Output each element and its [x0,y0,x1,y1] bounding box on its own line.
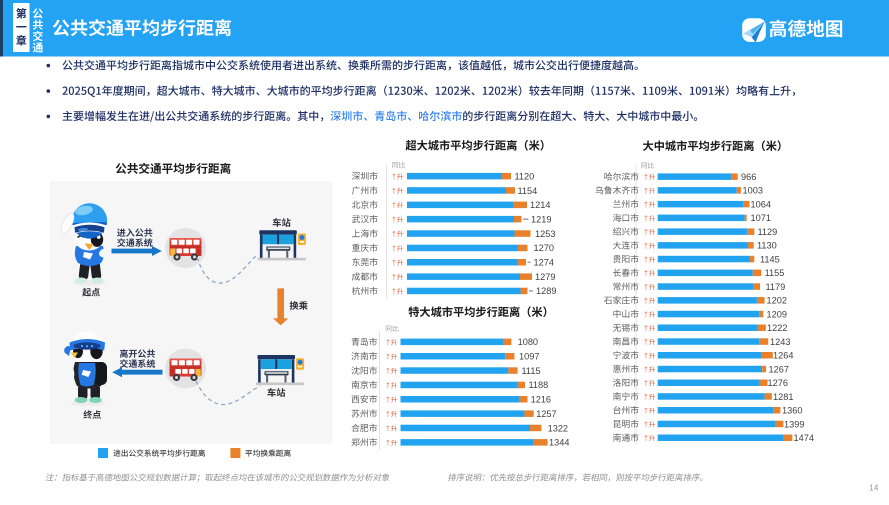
svg-text:1130: 1130 [757,241,777,251]
svg-text:1276: 1276 [768,378,788,388]
svg-text:966: 966 [741,172,756,182]
svg-text:1264: 1264 [773,351,793,361]
svg-text:1145: 1145 [760,254,780,264]
svg-text:1115: 1115 [522,366,541,376]
svg-text:1267: 1267 [769,364,789,374]
svg-text:1071: 1071 [751,213,771,223]
svg-text:1399: 1399 [784,419,804,429]
svg-text:1289: 1289 [536,286,556,296]
svg-text:1270: 1270 [534,243,554,253]
svg-text:1243: 1243 [770,337,790,347]
svg-text:1209: 1209 [767,309,787,319]
svg-text:1179: 1179 [766,282,786,292]
svg-text:1154: 1154 [518,186,538,196]
svg-text:1120: 1120 [515,172,535,182]
svg-text:1188: 1188 [529,380,549,390]
svg-text:1155: 1155 [765,268,785,278]
svg-text:1474: 1474 [794,433,814,443]
svg-text:1279: 1279 [535,272,555,282]
svg-text:1253: 1253 [535,229,555,239]
svg-text:1097: 1097 [519,352,539,362]
svg-text:1274: 1274 [534,258,554,268]
svg-text:1064: 1064 [751,199,771,209]
svg-text:1219: 1219 [531,215,551,225]
svg-text:1281: 1281 [773,392,793,402]
svg-text:1214: 1214 [530,200,550,210]
svg-text:1080: 1080 [518,337,538,347]
svg-text:1344: 1344 [549,438,569,448]
svg-text:1257: 1257 [536,409,556,419]
svg-text:1216: 1216 [531,395,551,405]
svg-text:1222: 1222 [767,323,787,333]
svg-text:1202: 1202 [767,296,787,306]
svg-text:14: 14 [869,483,879,493]
svg-text:1322: 1322 [548,423,568,433]
svg-text:1129: 1129 [758,227,778,237]
svg-text:1360: 1360 [782,406,802,416]
svg-text:1003: 1003 [743,186,763,196]
